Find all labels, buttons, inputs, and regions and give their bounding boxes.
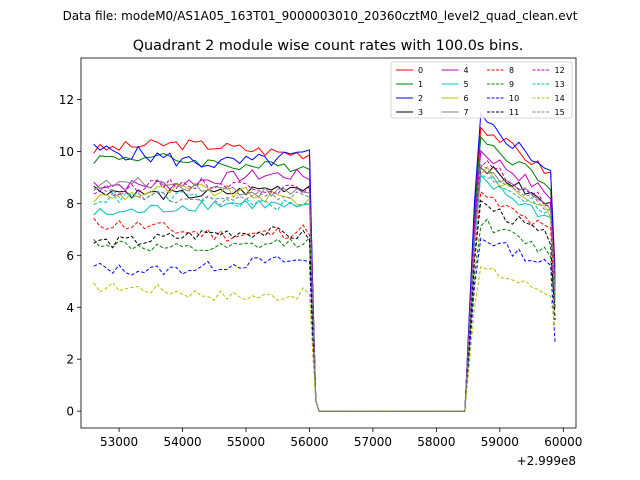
legend-label: 11 <box>509 108 519 117</box>
y-tick-label: 12 <box>59 93 74 107</box>
legend-label: 8 <box>509 66 514 75</box>
y-tick-label: 10 <box>59 145 74 159</box>
legend-label: 15 <box>555 108 565 117</box>
legend-label: 10 <box>509 94 519 103</box>
x-offset-label: +2.999e8 <box>517 454 576 468</box>
figure-suptitle: Data file: modeM0/AS1A05_163T01_90000030… <box>63 9 578 23</box>
x-tick-label: 59000 <box>481 435 519 449</box>
x-tick-label: 56000 <box>290 435 328 449</box>
x-axis: 53000 54000 55000 56000 57000 58000 59000 60000 <box>100 428 582 449</box>
x-tick-label: 55000 <box>227 435 265 449</box>
series-line-15 <box>93 163 556 412</box>
legend-frame <box>390 61 573 119</box>
plot-frame <box>80 57 577 429</box>
x-tick-label: 53000 <box>100 435 138 449</box>
legend-label: 0 <box>418 66 423 75</box>
series-layer <box>93 112 556 412</box>
legend-label: 2 <box>418 94 423 103</box>
legend-label: 14 <box>555 94 565 103</box>
y-tick-label: 8 <box>66 197 74 211</box>
legend-label: 1 <box>418 80 423 89</box>
x-tick-label: 57000 <box>354 435 392 449</box>
y-axis: 0 2 4 6 8 10 12 <box>59 93 81 419</box>
y-tick-label: 0 <box>66 405 74 419</box>
series-line-14 <box>93 266 556 412</box>
y-tick-label: 2 <box>66 353 74 367</box>
legend-label: 9 <box>509 80 514 89</box>
legend-label: 5 <box>464 80 469 89</box>
legend-label: 3 <box>418 108 423 117</box>
y-tick-label: 6 <box>66 249 74 263</box>
legend-label: 7 <box>464 108 469 117</box>
chart-title: Quadrant 2 module wise count rates with … <box>133 38 524 54</box>
legend-label: 4 <box>464 66 469 75</box>
y-tick-label: 4 <box>66 301 74 315</box>
legend-label: 6 <box>464 94 469 103</box>
plot-area <box>80 57 577 429</box>
legend-label: 12 <box>555 66 565 75</box>
x-tick-label: 60000 <box>544 435 582 449</box>
legend-label: 13 <box>555 80 565 89</box>
x-tick-label: 58000 <box>417 435 455 449</box>
x-tick-label: 54000 <box>163 435 201 449</box>
